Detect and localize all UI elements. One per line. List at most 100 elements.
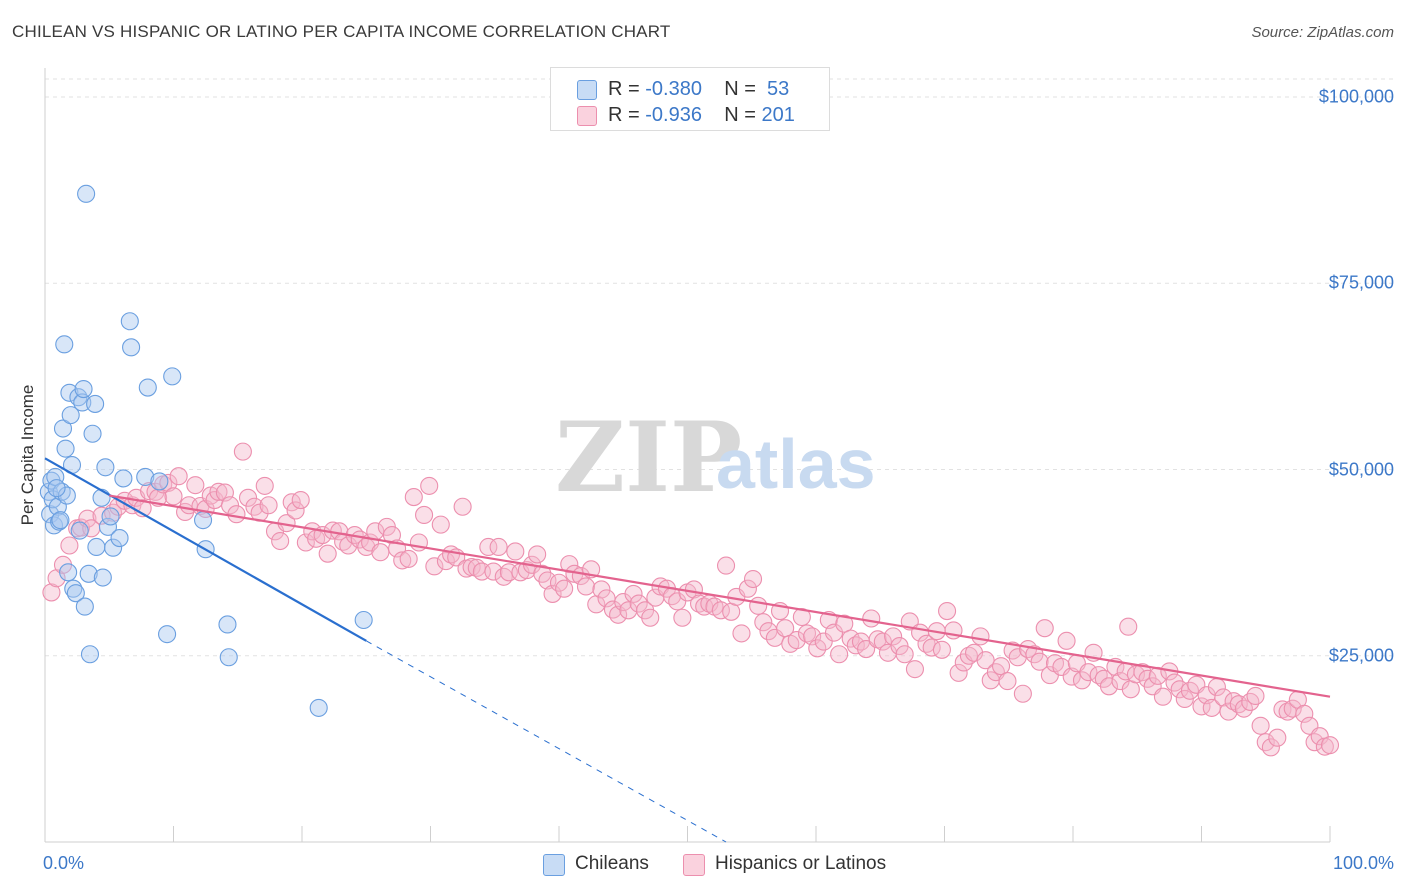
chilean-point [354, 610, 373, 630]
hispanic-point [393, 551, 412, 570]
trend-lines [44, 457, 1331, 843]
chilean-trend-line [44, 457, 367, 642]
y-tick-label: $25,000 [1328, 645, 1394, 666]
hispanic-point [808, 639, 827, 658]
chilean-point [194, 511, 213, 530]
hispanic-point [245, 497, 264, 516]
hispanic-point [60, 536, 79, 555]
legend-row-chileans: R = -0.380 N = 53 [551, 76, 829, 102]
hispanic-point [905, 660, 924, 679]
chilean-trend-extension [366, 640, 727, 843]
hispanic-point [318, 544, 337, 563]
legend-r-label: R = [608, 78, 646, 100]
hispanic-point [164, 487, 183, 506]
legend-swatch-pink [577, 106, 597, 126]
hispanic-point [1310, 727, 1329, 746]
chilean-point [77, 184, 96, 203]
hispanic-point [479, 537, 498, 557]
hispanic-point [528, 545, 547, 564]
hispanic-point [1119, 617, 1138, 636]
chilean-point [104, 538, 123, 557]
chilean-point [59, 563, 78, 582]
source-label: Source: ZipAtlas.com [1251, 24, 1394, 41]
legend-r-label: R = [608, 104, 646, 126]
hispanic-point [339, 536, 358, 555]
hispanic-point [1251, 716, 1270, 735]
watermark-atlas: atlas [716, 425, 876, 503]
hispanic-point [555, 579, 574, 598]
hispanic-trend-line [109, 494, 1331, 698]
chilean-points [39, 184, 373, 717]
chilean-point [57, 486, 76, 505]
hispanic-point [1320, 736, 1340, 755]
hispanic-point [830, 645, 849, 664]
x-tick-max: 100.0% [1332, 853, 1394, 873]
chilean-point [219, 648, 238, 667]
chilean-point [163, 367, 182, 386]
hispanic-point [259, 496, 278, 515]
series-legend: Chileans Hispanics or Latinos [0, 853, 1406, 879]
hispanic-point [668, 592, 687, 611]
watermark: ZIP atlas [555, 401, 876, 514]
hispanic-point [1013, 684, 1032, 703]
hispanic-point [754, 613, 773, 632]
hispanic-point [420, 476, 439, 495]
legend-swatch-chileans [543, 854, 565, 876]
hispanic-point [1099, 677, 1119, 696]
hispanic-point [169, 467, 188, 486]
hispanic-point [873, 632, 892, 651]
hispanic-point [576, 577, 596, 596]
legend-swatch-hispanics [683, 854, 705, 876]
hispanic-point [415, 505, 434, 524]
legend-text-hispanics: R = -0.936 N = 201 [608, 104, 795, 127]
hispanic-point [220, 496, 240, 515]
chilean-point [41, 505, 60, 524]
hispanic-point [857, 639, 876, 659]
hispanic-point [787, 631, 806, 650]
hispanic-point [932, 640, 951, 659]
chilean-point [86, 394, 105, 413]
hispanic-point [603, 600, 623, 619]
y-tick-label: $100,000 [1318, 86, 1394, 107]
hispanic-point [971, 627, 990, 646]
chilean-point [138, 378, 157, 397]
hispanic-point [209, 482, 228, 501]
hispanic-point [233, 442, 252, 461]
hispanic-point [959, 646, 978, 665]
legend-n-value: 201 [761, 104, 795, 126]
hispanic-point [286, 501, 305, 520]
hispanic-point [489, 537, 508, 557]
chilean-point [96, 458, 115, 477]
y-tick-label: $75,000 [1328, 272, 1394, 293]
legend-n-label: N = [724, 104, 762, 126]
legend-n-value: 53 [761, 78, 790, 100]
hispanic-point [1030, 652, 1049, 671]
legend-n-label: N = [724, 78, 762, 100]
hispanic-point [835, 614, 854, 633]
hispanic-point [484, 562, 503, 581]
hispanic-point [227, 505, 246, 524]
hispanic-point [1268, 728, 1287, 747]
chilean-point [122, 338, 141, 357]
hispanic-point [1153, 687, 1172, 706]
hispanic-point [814, 632, 833, 651]
hispanic-point [404, 488, 423, 507]
hispanic-point [549, 573, 569, 592]
chilean-point [83, 424, 102, 443]
legend-text-chileans: R = -0.380 N = 53 [608, 78, 789, 101]
hispanic-point [1062, 667, 1081, 686]
hispanic-point [998, 672, 1017, 691]
chilean-point [60, 383, 79, 402]
hispanic-point [1214, 688, 1233, 707]
hispanic-point [382, 526, 402, 545]
hispanic-point [453, 497, 472, 516]
chilean-point [47, 479, 66, 498]
hispanic-point [399, 549, 418, 568]
chilean-point [309, 698, 328, 717]
chilean-point [93, 568, 112, 587]
chilean-point [56, 439, 75, 458]
chilean-point [92, 488, 111, 507]
hispanic-point [976, 651, 995, 670]
axes [44, 68, 1331, 843]
